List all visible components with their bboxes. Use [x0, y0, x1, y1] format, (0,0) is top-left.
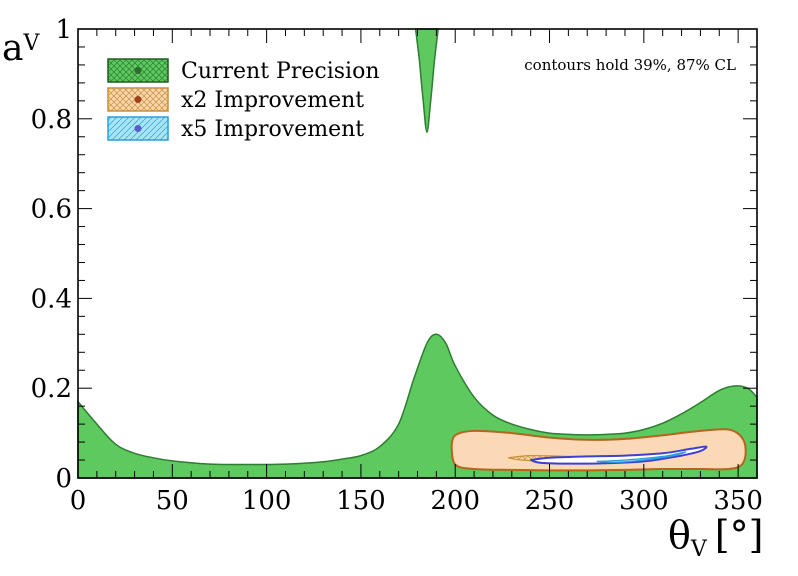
x-tick-label-300: 300 [619, 486, 669, 516]
y-tick-label-1: 1 [55, 15, 72, 45]
x5-improvement-87cl-region [530, 445, 708, 465]
x-tick-label-250: 250 [525, 486, 575, 516]
y-tick-label-0: 0 [55, 464, 72, 494]
legend-entry-x2-improvement: x2 Improvement [107, 87, 364, 113]
legend-marker-x5-improvement [134, 125, 142, 132]
y-tick-labels: 0 0.2 0.4 0.6 0.8 1 [31, 15, 72, 494]
y-tick-label-0.2: 0.2 [31, 374, 72, 404]
x-tick-label-200: 200 [430, 486, 480, 516]
y-tick-label-0.6: 0.6 [31, 195, 72, 225]
plot-area [77, 28, 758, 479]
x-tick-label-50: 50 [156, 486, 189, 516]
y-tick-label-0.4: 0.4 [31, 284, 72, 314]
x-axis-title: θV [°] [668, 513, 763, 562]
x-tick-label-100: 100 [242, 486, 292, 516]
current-precision-spike-region [414, 28, 440, 134]
legend-label-x2-improvement: x2 Improvement [181, 88, 364, 113]
x-tick-label-0: 0 [70, 486, 87, 516]
axis-ticks [77, 28, 758, 479]
y-tick-label-0.8: 0.8 [31, 105, 72, 135]
y-axis-title: aV [2, 28, 40, 69]
legend-entry-x5-improvement: x5 Improvement [107, 116, 364, 142]
legend: Current Precision x2 Improvement x5 Impr… [107, 58, 380, 142]
x-tick-labels: 0 50 100 150 200 250 300 350 [70, 486, 763, 516]
legend-label-current-precision: Current Precision [181, 59, 380, 84]
x-tick-label-350: 350 [713, 486, 763, 516]
legend-label-x5-improvement: x5 Improvement [181, 117, 364, 142]
x-tick-label-150: 150 [336, 486, 386, 516]
cl-annotation: contours hold 39%, 87% CL [524, 56, 736, 74]
legend-entry-current-precision: Current Precision [107, 58, 380, 84]
legend-marker-x2-improvement [134, 96, 142, 103]
legend-marker-current-precision [134, 67, 142, 74]
x5-improvement-39cl-region [596, 451, 687, 463]
